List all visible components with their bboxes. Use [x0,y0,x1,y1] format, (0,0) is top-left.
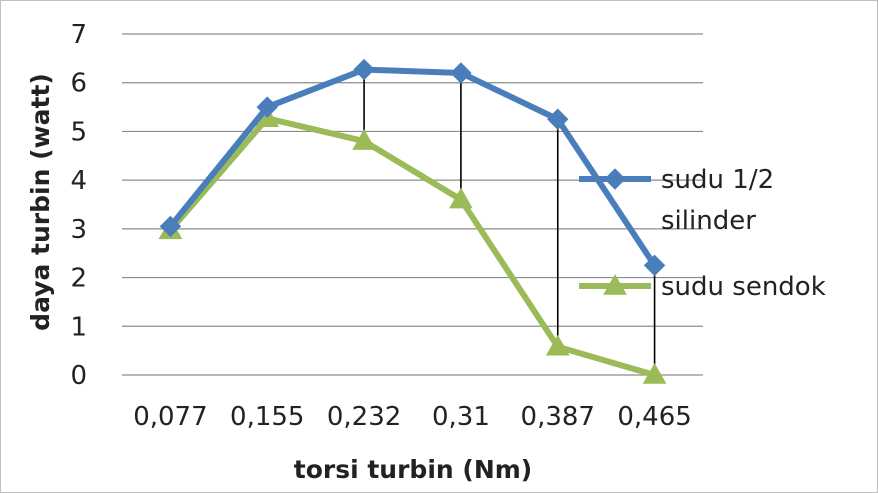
y-tick-label: 1 [70,312,87,342]
y-tick-label: 3 [70,215,87,245]
legend-label: silinder [661,206,756,236]
x-tick-labels: 0,077 0,155 0,232 0,31 0,387 0,465 [133,402,692,432]
data-point [256,96,278,118]
x-tick-label: 0,465 [617,402,691,432]
y-tick-label: 0 [70,361,87,391]
legend-label: sudu sendok [661,272,826,302]
y-tick-label: 2 [70,264,87,294]
series-2 [158,106,667,384]
data-point [642,362,667,384]
legend-label: sudu 1/2 [661,165,774,195]
y-tick-label: 4 [70,166,87,196]
y-tick-label: 7 [70,20,87,50]
x-tick-label: 0,155 [230,402,304,432]
x-tick-label: 0,31 [432,402,490,432]
series-1 [159,58,666,277]
data-point [643,254,666,277]
x-tick-label: 0,387 [521,402,595,432]
data-point [547,108,569,130]
series-layer [158,58,667,384]
y-axis-title: daya turbin (watt) [26,73,55,331]
x-tick-label: 0,077 [133,402,207,432]
data-point [450,62,472,84]
series-line [168,115,656,378]
data-point [449,187,473,209]
legend-item-2: sudu sendok [579,272,826,302]
gridlines [122,33,703,376]
drop-lines [363,69,656,375]
data-point [545,334,570,356]
y-tick-label: 5 [70,117,87,147]
legend-item-1: sudu 1/2 silinder [579,165,774,236]
y-tick-label: 6 [70,69,87,99]
data-point [352,129,376,150]
x-tick-label: 0,232 [327,402,401,432]
data-point [353,58,375,81]
legend: sudu 1/2 silinder sudu sendok [579,165,826,302]
y-tick-labels: 0 1 2 3 4 5 6 7 [70,20,87,391]
series-line [168,66,658,268]
x-axis-title: torsi turbin (Nm) [294,455,532,484]
data-point [159,215,182,238]
legend-marker [603,273,627,295]
legend-marker [604,168,626,190]
